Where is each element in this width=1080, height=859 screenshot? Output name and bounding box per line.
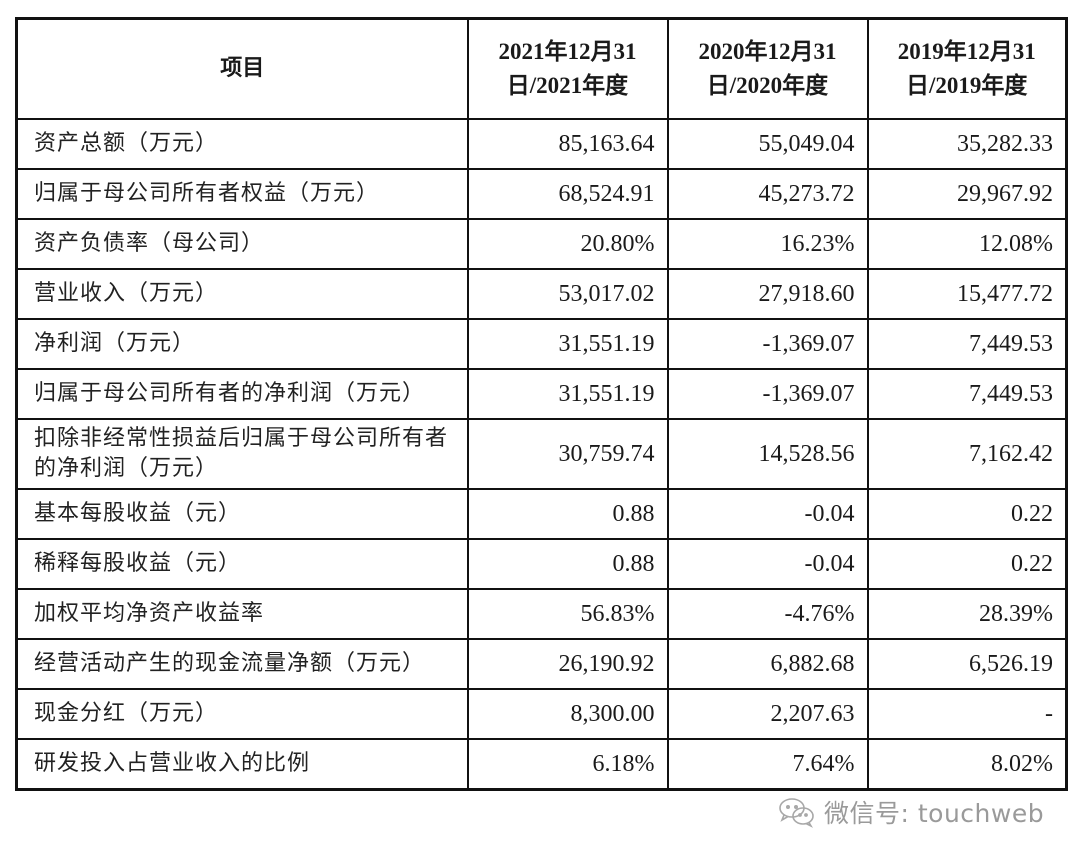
table-row-net-profit: 净利润（万元） 31,551.19 -1,369.07 7,449.53: [15, 318, 1068, 370]
cell-2020: 16.23%: [666, 218, 869, 270]
column-header-2020: 2020年12月31 日/2020年度: [666, 17, 869, 120]
cell-2020: 2,207.63: [666, 688, 869, 740]
cell-2021: 85,163.64: [466, 118, 669, 170]
cell-2019: 6,526.19: [866, 638, 1068, 690]
cell-2019: 8.02%: [866, 738, 1068, 791]
cell-2020: -0.04: [666, 538, 869, 590]
row-label: 经营活动产生的现金流量净额（万元）: [15, 638, 469, 690]
watermark: 微信号: touchweb: [778, 792, 1044, 832]
row-label: 资产负债率（母公司）: [15, 218, 469, 270]
header-line: 日/2020年度: [706, 73, 829, 98]
financial-summary-table-container: 项目 2021年12月31 日/2021年度 2020年12月31 日/2020…: [15, 17, 1068, 791]
column-header-2021: 2021年12月31 日/2021年度: [466, 17, 669, 120]
cell-2021: 56.83%: [466, 588, 669, 640]
cell-2020: 7.64%: [666, 738, 869, 791]
cell-2020: -1,369.07: [666, 368, 869, 420]
table-row-debt-ratio: 资产负债率（母公司） 20.80% 16.23% 12.08%: [15, 218, 1068, 270]
table-row-weighted-roe: 加权平均净资产收益率 56.83% -4.76% 28.39%: [15, 588, 1068, 640]
row-label: 扣除非经常性损益后归属于母公司所有者的净利润（万元）: [15, 418, 469, 490]
table-row-operating-cash-flow: 经营活动产生的现金流量净额（万元） 26,190.92 6,882.68 6,5…: [15, 638, 1068, 690]
row-label: 营业收入（万元）: [15, 268, 469, 320]
cell-2019: 0.22: [866, 488, 1068, 540]
cell-2019: 0.22: [866, 538, 1068, 590]
header-line: 2020年12月31: [698, 39, 837, 64]
row-label: 研发投入占营业收入的比例: [15, 738, 469, 791]
cell-2019: 28.39%: [866, 588, 1068, 640]
table-row-cash-dividend: 现金分红（万元） 8,300.00 2,207.63 -: [15, 688, 1068, 740]
cell-2019: 7,449.53: [866, 318, 1068, 370]
financial-summary-table: 项目 2021年12月31 日/2021年度 2020年12月31 日/2020…: [15, 17, 1068, 791]
cell-2021: 30,759.74: [466, 418, 669, 490]
row-label: 归属于母公司所有者权益（万元）: [15, 168, 469, 220]
table-row-rd-ratio: 研发投入占营业收入的比例 6.18% 7.64% 8.02%: [15, 738, 1068, 791]
table-row-total-assets: 资产总额（万元） 85,163.64 55,049.04 35,282.33: [15, 118, 1068, 170]
row-label: 基本每股收益（元）: [15, 488, 469, 540]
cell-2019: 12.08%: [866, 218, 1068, 270]
cell-2020: 55,049.04: [666, 118, 869, 170]
cell-2021: 0.88: [466, 538, 669, 590]
table-row-revenue: 营业收入（万元） 53,017.02 27,918.60 15,477.72: [15, 268, 1068, 320]
row-label: 加权平均净资产收益率: [15, 588, 469, 640]
cell-2019: 7,449.53: [866, 368, 1068, 420]
wechat-icon: [778, 796, 816, 828]
table-row-basic-eps: 基本每股收益（元） 0.88 -0.04 0.22: [15, 488, 1068, 540]
cell-2019: 15,477.72: [866, 268, 1068, 320]
cell-2020: 6,882.68: [666, 638, 869, 690]
table-row-parent-net-profit: 归属于母公司所有者的净利润（万元） 31,551.19 -1,369.07 7,…: [15, 368, 1068, 420]
cell-2021: 26,190.92: [466, 638, 669, 690]
row-label: 稀释每股收益（元）: [15, 538, 469, 590]
header-line: 日/2021年度: [506, 73, 629, 98]
table-header-row: 项目 2021年12月31 日/2021年度 2020年12月31 日/2020…: [15, 17, 1068, 120]
cell-2020: 27,918.60: [666, 268, 869, 320]
cell-2020: -0.04: [666, 488, 869, 540]
cell-2019: 35,282.33: [866, 118, 1068, 170]
cell-2021: 53,017.02: [466, 268, 669, 320]
cell-2020: 45,273.72: [666, 168, 869, 220]
row-label: 资产总额（万元）: [15, 118, 469, 170]
table-row-adjusted-net-profit: 扣除非经常性损益后归属于母公司所有者的净利润（万元） 30,759.74 14,…: [15, 418, 1068, 490]
cell-2021: 6.18%: [466, 738, 669, 791]
header-line: 2019年12月31: [897, 39, 1036, 64]
cell-2021: 31,551.19: [466, 368, 669, 420]
cell-2019: -: [866, 688, 1068, 740]
cell-2019: 7,162.42: [866, 418, 1068, 490]
cell-2020: -1,369.07: [666, 318, 869, 370]
cell-2020: 14,528.56: [666, 418, 869, 490]
cell-2020: -4.76%: [666, 588, 869, 640]
cell-2019: 29,967.92: [866, 168, 1068, 220]
table-row-diluted-eps: 稀释每股收益（元） 0.88 -0.04 0.22: [15, 538, 1068, 590]
watermark-text: 微信号: touchweb: [824, 799, 1045, 828]
cell-2021: 68,524.91: [466, 168, 669, 220]
cell-2021: 31,551.19: [466, 318, 669, 370]
header-line: 日/2019年度: [906, 73, 1028, 98]
column-header-item: 项目: [15, 17, 469, 120]
cell-2021: 0.88: [466, 488, 669, 540]
column-header-2019: 2019年12月31 日/2019年度: [866, 17, 1068, 120]
header-line: 2021年12月31: [498, 39, 637, 64]
row-label: 归属于母公司所有者的净利润（万元）: [15, 368, 469, 420]
row-label: 现金分红（万元）: [15, 688, 469, 740]
header-line: 项目: [220, 56, 265, 81]
row-label: 净利润（万元）: [15, 318, 469, 370]
cell-2021: 8,300.00: [466, 688, 669, 740]
table-row-parent-equity: 归属于母公司所有者权益（万元） 68,524.91 45,273.72 29,9…: [15, 168, 1068, 220]
cell-2021: 20.80%: [466, 218, 669, 270]
